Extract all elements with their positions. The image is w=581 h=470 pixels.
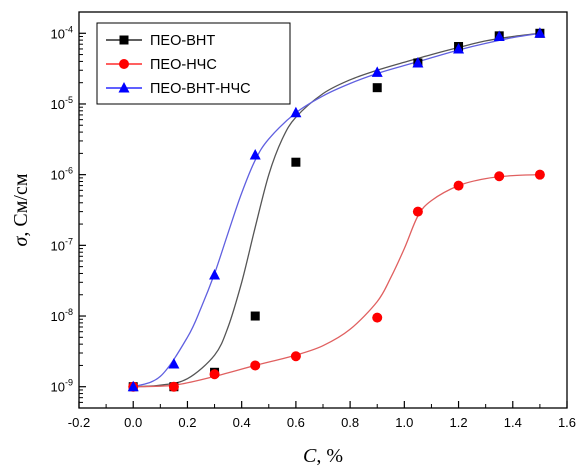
data-point xyxy=(127,380,139,392)
x-axis-unit: , % xyxy=(316,445,343,467)
y-tick-label: 10-6 xyxy=(51,166,73,183)
data-point xyxy=(168,381,179,392)
legend-label: ПЕО-ВНТ-НЧС xyxy=(150,81,251,97)
data-point xyxy=(290,106,302,118)
data-point xyxy=(209,369,220,380)
x-tick-label: -0.2 xyxy=(68,415,90,430)
data-point xyxy=(371,66,383,77)
data-point xyxy=(290,351,301,362)
x-axis-variable: C xyxy=(303,445,317,467)
data-markers xyxy=(127,27,546,392)
data-point xyxy=(412,56,424,68)
x-tick-label: 1.4 xyxy=(504,415,522,430)
data-point xyxy=(372,312,383,323)
x-tick-label: 0.4 xyxy=(233,415,251,430)
x-tick-label: 1.6 xyxy=(558,415,576,430)
y-axis-ticks: 10-9 10-8 10-7 10-6 10-5 10-4 xyxy=(51,11,86,409)
y-tick-label: 10-7 xyxy=(51,236,73,253)
x-tick-label: 0.8 xyxy=(341,415,359,430)
data-point xyxy=(250,311,260,321)
legend-label: ПЕО-ВНТ xyxy=(150,33,215,49)
data-point xyxy=(209,269,221,280)
y-tick-label: 10-5 xyxy=(51,95,73,112)
x-tick-label: 0.2 xyxy=(178,415,196,430)
y-axis-variable: σ xyxy=(10,235,32,246)
y-tick-label: 10-9 xyxy=(51,378,73,395)
data-point xyxy=(291,157,301,167)
legend-marker xyxy=(119,35,129,45)
data-point xyxy=(250,360,261,371)
y-axis-unit: , См/см xyxy=(10,173,32,236)
data-point xyxy=(534,27,546,38)
legend: ПЕО-ВНТ ПЕО-НЧС ПЕО-ВНТ-НЧС xyxy=(96,22,291,105)
x-tick-label: 1.0 xyxy=(395,415,413,430)
x-tick-label: 0.0 xyxy=(124,415,142,430)
data-point xyxy=(453,42,465,54)
data-point xyxy=(249,148,261,160)
y-tick-label: 10-8 xyxy=(51,307,73,324)
fit-curve xyxy=(133,174,540,388)
y-axis-title: σ, См/см xyxy=(10,173,32,246)
data-point xyxy=(168,357,180,369)
x-tick-label: 1.2 xyxy=(450,415,468,430)
legend-marker xyxy=(119,59,129,69)
legend-marker xyxy=(118,82,130,93)
x-axis-ticks: -0.2 0.0 0.2 0.4 0.6 0.8 1.0 1.2 1.4 1.6 xyxy=(68,401,576,430)
x-tick-label: 0.6 xyxy=(287,415,305,430)
data-point xyxy=(412,206,423,217)
data-point xyxy=(494,171,505,182)
data-point xyxy=(372,83,382,93)
data-point xyxy=(453,180,464,191)
data-point xyxy=(493,30,505,42)
data-point xyxy=(534,169,545,180)
legend-label: ПЕО-НЧС xyxy=(150,57,217,73)
x-axis-title: C, % xyxy=(303,445,343,467)
y-tick-label: 10-4 xyxy=(51,24,73,41)
